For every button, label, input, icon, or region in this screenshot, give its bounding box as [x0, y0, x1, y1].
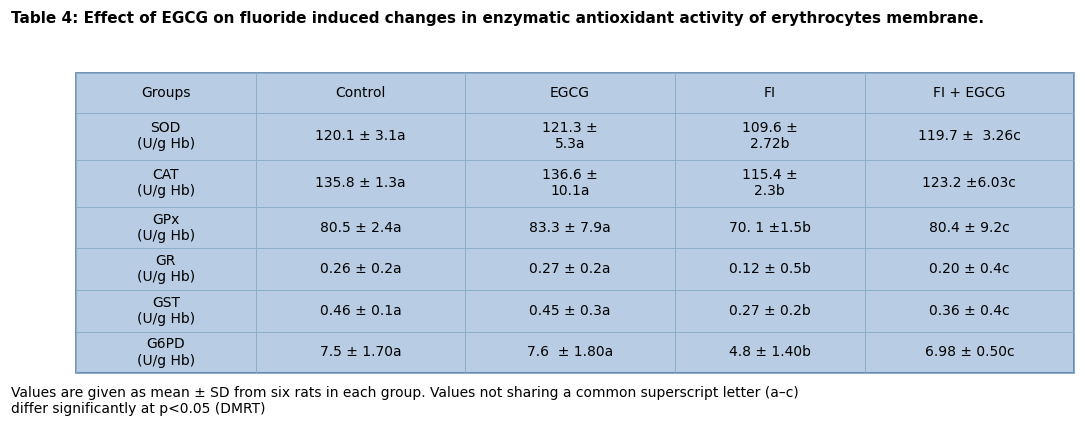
Text: 123.2 ±6.03c: 123.2 ±6.03c — [922, 176, 1017, 190]
Text: 80.5 ± 2.4a: 80.5 ± 2.4a — [320, 221, 401, 235]
Text: Table 4: Effect of EGCG on fluoride induced changes in enzymatic antioxidant act: Table 4: Effect of EGCG on fluoride indu… — [11, 11, 984, 26]
Text: G6PD
(U/g Hb): G6PD (U/g Hb) — [137, 337, 195, 368]
Text: 0.26 ± 0.2a: 0.26 ± 0.2a — [320, 262, 401, 276]
Text: GPx
(U/g Hb): GPx (U/g Hb) — [137, 212, 195, 243]
Text: Control: Control — [335, 86, 385, 100]
Text: GST
(U/g Hb): GST (U/g Hb) — [137, 296, 195, 326]
Text: 109.6 ±
2.72b: 109.6 ± 2.72b — [742, 121, 797, 151]
Text: EGCG: EGCG — [550, 86, 590, 100]
Text: 0.36 ± 0.4c: 0.36 ± 0.4c — [929, 304, 1010, 318]
Text: 6.98 ± 0.50c: 6.98 ± 0.50c — [924, 345, 1014, 360]
Text: 121.3 ±
5.3a: 121.3 ± 5.3a — [542, 121, 598, 151]
Text: 80.4 ± 9.2c: 80.4 ± 9.2c — [929, 221, 1010, 235]
Text: 0.46 ± 0.1a: 0.46 ± 0.1a — [320, 304, 401, 318]
Text: SOD
(U/g Hb): SOD (U/g Hb) — [137, 121, 195, 151]
Text: 119.7 ±  3.26c: 119.7 ± 3.26c — [918, 129, 1021, 143]
Text: 136.6 ±
10.1a: 136.6 ± 10.1a — [542, 168, 598, 198]
Text: FI + EGCG: FI + EGCG — [933, 86, 1006, 100]
Text: 0.45 ± 0.3a: 0.45 ± 0.3a — [529, 304, 611, 318]
Text: Groups: Groups — [141, 86, 191, 100]
Text: CAT
(U/g Hb): CAT (U/g Hb) — [137, 168, 195, 198]
Text: 115.4 ±
2.3b: 115.4 ± 2.3b — [742, 168, 797, 198]
Text: 120.1 ± 3.1a: 120.1 ± 3.1a — [315, 129, 406, 143]
Text: 0.20 ± 0.4c: 0.20 ± 0.4c — [929, 262, 1009, 276]
Text: GR
(U/g Hb): GR (U/g Hb) — [137, 254, 195, 284]
Text: 0.12 ± 0.5b: 0.12 ± 0.5b — [729, 262, 810, 276]
Text: 83.3 ± 7.9a: 83.3 ± 7.9a — [529, 221, 611, 235]
Text: 4.8 ± 1.40b: 4.8 ± 1.40b — [729, 345, 810, 360]
Text: 0.27 ± 0.2b: 0.27 ± 0.2b — [729, 304, 810, 318]
Text: FI: FI — [764, 86, 776, 100]
Text: 135.8 ± 1.3a: 135.8 ± 1.3a — [315, 176, 406, 190]
Text: 7.6  ± 1.80a: 7.6 ± 1.80a — [527, 345, 613, 360]
Text: Values are given as mean ± SD from six rats in each group. Values not sharing a : Values are given as mean ± SD from six r… — [11, 386, 799, 416]
Bar — [76, 73, 1074, 373]
Text: 70. 1 ±1.5b: 70. 1 ±1.5b — [729, 221, 810, 235]
Text: 0.27 ± 0.2a: 0.27 ± 0.2a — [529, 262, 611, 276]
Text: 7.5 ± 1.70a: 7.5 ± 1.70a — [320, 345, 401, 360]
